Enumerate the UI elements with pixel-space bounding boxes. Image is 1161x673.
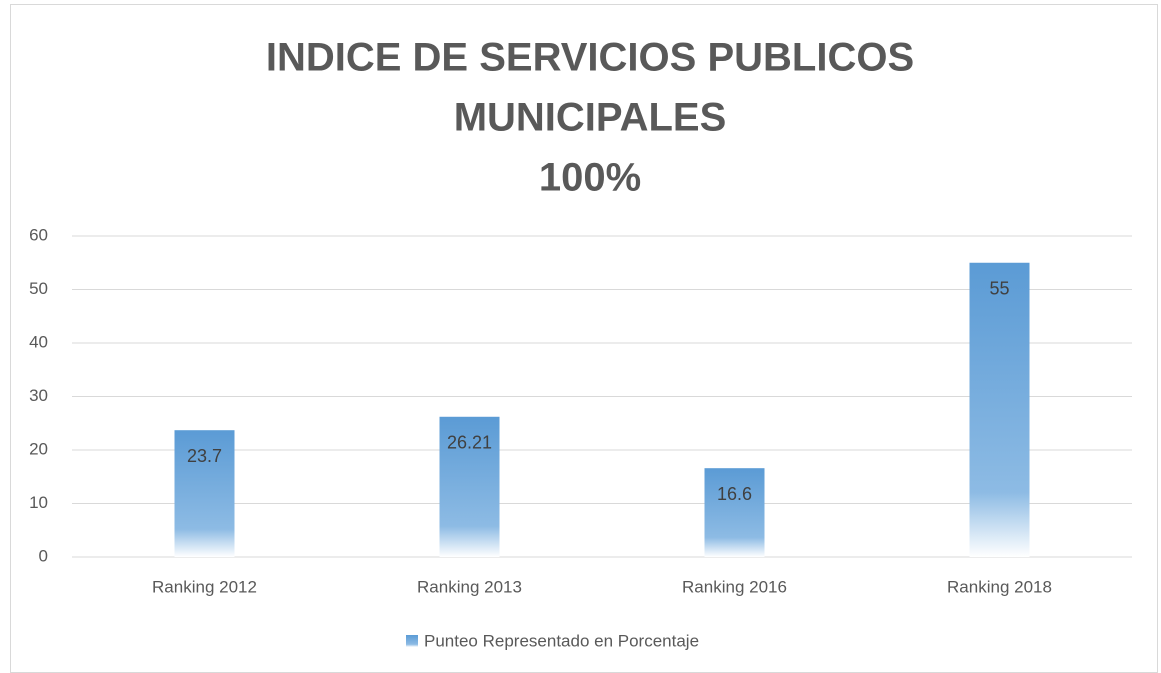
legend-swatch	[406, 635, 418, 647]
data-label: 26.21	[447, 433, 492, 453]
legend-label: Punteo Representado en Porcentaje	[424, 631, 699, 650]
x-tick-label: Ranking 2018	[947, 577, 1052, 596]
y-tick-label: 20	[29, 439, 48, 458]
chart-title: INDICE DE SERVICIOS PUBLICOS	[266, 36, 914, 80]
data-label: 23.7	[187, 446, 222, 466]
x-tick-label: Ranking 2016	[682, 577, 787, 596]
y-tick-label: 60	[29, 225, 48, 244]
bar	[174, 430, 235, 557]
x-tick-label: Ranking 2013	[417, 577, 522, 596]
x-tick-label: Ranking 2012	[152, 577, 257, 596]
y-tick-label: 50	[29, 279, 48, 298]
data-label: 16.6	[717, 484, 752, 504]
chart-border	[10, 4, 1158, 673]
chart-title: 100%	[539, 156, 641, 200]
y-tick-label: 40	[29, 332, 48, 351]
bar	[969, 262, 1030, 557]
y-tick-label: 0	[39, 546, 48, 565]
y-tick-label: 10	[29, 493, 48, 512]
chart-title: MUNICIPALES	[454, 96, 727, 140]
data-label: 55	[989, 279, 1009, 299]
bar	[704, 468, 765, 557]
y-tick-label: 30	[29, 386, 48, 405]
bar	[439, 416, 500, 557]
